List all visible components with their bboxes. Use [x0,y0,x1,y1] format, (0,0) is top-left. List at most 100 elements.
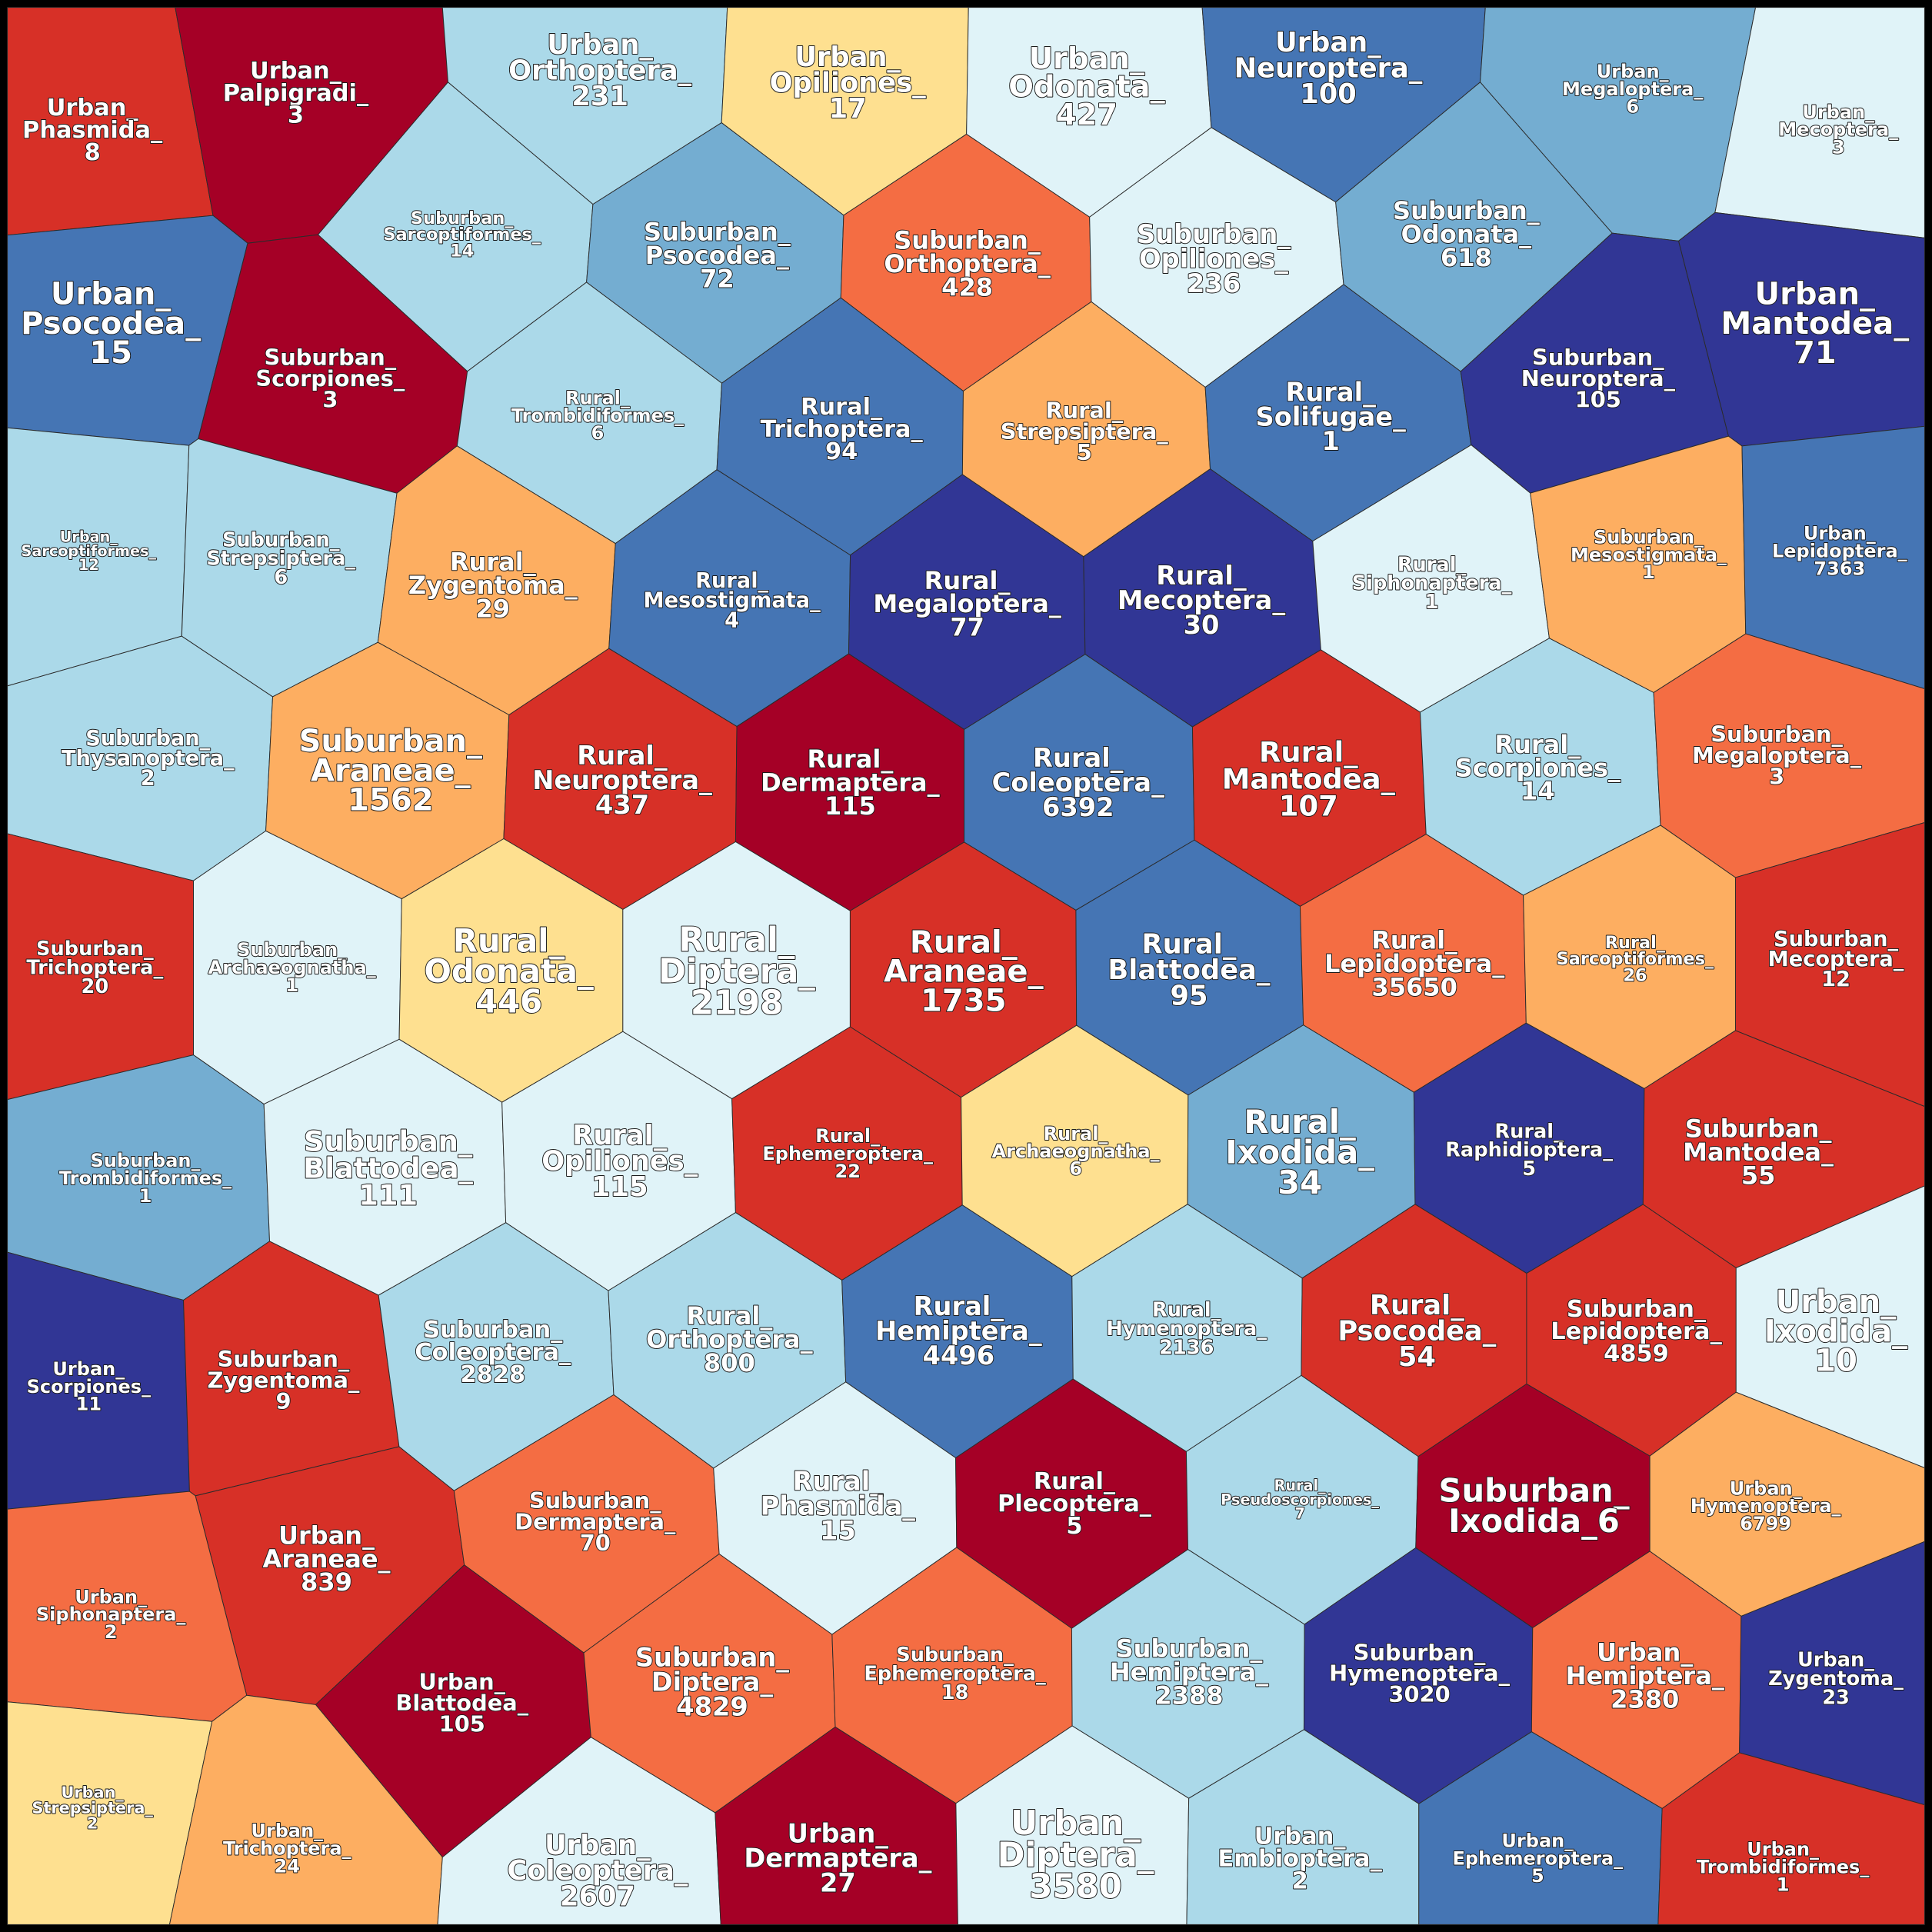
cell-label-line: Diptera_ [651,1667,774,1697]
cell-label-line: Rural_ [686,1301,773,1331]
cell-label-line: Rural_ [1285,377,1376,407]
cell-label: Rural_ Blattodea_ 95 [1108,929,1270,1012]
cell-label-line: Urban_ [545,1830,651,1861]
cell-label-line: Diptera_ [658,953,815,991]
cell-label-line: Suburban_ [264,345,396,371]
cell-label-line: Orthoptera_ [508,55,692,87]
cell-label-line: Odonata_ [1008,70,1165,105]
cell-label-line: 12 [1821,968,1850,991]
cell-label: Rural_ Lepidoptera_ 35650 [1324,926,1505,1002]
cell-label-line: Urban_ [1011,1804,1141,1843]
cell-label-line: Suburban_ [1439,1472,1630,1510]
cell-label-line: Hemiptera_ [1566,1661,1725,1690]
cell-label-line: 111 [358,1179,418,1212]
cell-label-line: Siphonaptera_ [1352,572,1512,595]
cell-label-line: Rural_ [1152,1299,1221,1322]
cell-label-line: Suburban_ [529,1487,661,1514]
cell-label-line: Suburban_ [91,1150,202,1171]
cell-label: Urban_ Coleoptera_ 2607 [507,1830,688,1913]
cell-label-line: 1 [1642,561,1655,583]
cell-label-line: 7363 [1814,558,1865,579]
cell-label-line: Dermaptera_ [744,1844,931,1874]
cell-label-line: Scorpiones_ [255,365,405,391]
cell-label-line: Trombidiformes_ [511,405,685,426]
cell-label-line: 618 [1441,243,1492,272]
cell-label-line: 115 [824,791,876,821]
cell-label-line: 12 [78,556,99,574]
cell-label-line: Rural_ [793,1467,884,1497]
cell-label-line: 2198 [691,984,783,1023]
cell-label-line: Urban_ [1597,1638,1694,1667]
cell-label: Suburban_ Zygentoma_ 9 [208,1346,360,1414]
cell-label: Suburban_ Scorpiones_ 3 [255,345,405,413]
cell-label-line: Palpigradi_ [223,80,369,107]
cell-label-line: Opiliones_ [770,68,927,99]
cell-label-line: Orthoptera_ [884,249,1051,278]
cell-label: Suburban_ Psocodea_ 72 [644,217,791,293]
cell-label: Suburban_ Blattodea_ 111 [303,1125,473,1212]
cell-label-line: Urban_ [61,1784,124,1802]
cell-label-line: 10 [1814,1343,1857,1378]
cell-label-line: Zygentoma_ [408,571,578,600]
cell-label-line: Hemiptera_ [875,1316,1042,1346]
cell-label-line: 1 [139,1185,152,1207]
cell-label: Urban_ Odonata_ 427 [1008,42,1165,132]
cell-label: Rural_ Raphidioptera_ 5 [1445,1120,1613,1181]
cell-label-line: 11 [76,1394,102,1415]
cell-label-line: Rural_ [1033,743,1124,773]
cell-label-line: Ixodida_ [1225,1133,1374,1171]
cell-label: Rural_ Dermaptera_ 115 [761,744,940,821]
cell-label: Urban_ Trichoptera_ 24 [223,1820,352,1877]
cell-label-line: Psocodea_ [645,241,790,270]
cell-label-line: Thysanoptera_ [62,747,235,771]
cell-label-line: Rural_ [1259,735,1358,768]
cell-label-line: 6 [1069,1158,1082,1180]
cell-label-line: Dermaptera_ [515,1509,676,1535]
cell-label-line: 3020 [1388,1681,1450,1707]
cell-label: Suburban_ Thysanoptera_ 2 [62,727,235,791]
cell-label-line: Trombidiformes_ [1697,1857,1870,1878]
cell-label: Urban_ Opiliones_ 17 [770,42,927,125]
cell-label-line: 6 [1626,96,1639,118]
cell-label-line: Hemiptera_ [1110,1657,1269,1687]
cell-label-line: Zygentoma_ [208,1367,360,1393]
cell-label-line: 428 [941,272,993,301]
cell-label-line: 9 [275,1388,291,1414]
cell-label-line: 2388 [1154,1681,1223,1710]
cell-label-line: Coleoptera_ [992,768,1164,798]
cell-label-line: Rural_ [1156,561,1247,591]
cell-label-line: Archaeognatha_ [208,957,377,978]
cell-label-line: 4859 [1604,1341,1669,1367]
cell-label: Urban_ Siphonaptera_ 2 [36,1586,187,1643]
cell-label-line: Urban_ [278,1521,375,1550]
cell-label-line: Sarcoptiformes_ [1557,949,1714,969]
cell-label: Urban_ Hymenoptera_ 6799 [1690,1477,1842,1534]
cell-label-line: 4829 [676,1692,748,1722]
cell-label-line: Araneae_ [262,1544,391,1574]
cell-label-line: Megaloptera_ [1692,742,1862,768]
cell-label-line: Urban_ [794,42,901,73]
cell-label: Rural_ Pseudoscorpiones_ 7 [1221,1477,1379,1523]
cell-label-line: Plecoptera_ [998,1491,1152,1517]
cell-label-line: Lepidoptera_ [1324,949,1505,978]
cell-label: Suburban_ Megaloptera_ 3 [1692,721,1862,790]
cell-label: Urban_ Hemiptera_ 2380 [1566,1638,1725,1714]
cell-label-line: Ixodida_6 [1448,1502,1620,1540]
cell-label-line: Urban_ [60,528,118,546]
cell-label: Suburban_ Opiliones_ 236 [1137,219,1291,298]
cell-label-line: Mecoptera_ [1118,585,1286,615]
cell-label-line: 1562 [348,782,433,818]
cell-label: Rural_ Trombidiformes_ 6 [511,387,685,444]
cell-label-line: 6799 [1740,1513,1791,1534]
cell-label: Rural_ Araneae_ 1735 [884,924,1044,1018]
cell-label-line: Urban_ [51,277,172,312]
cell-label-line: Suburban_ [218,1346,350,1372]
cell-label: Urban_ Zygentoma_ 23 [1768,1649,1904,1710]
cell-label-line: Rural_ [1045,397,1123,423]
cell-label-line: 4 [724,609,739,633]
cell-label-line: Solifugae_ [1256,401,1407,431]
cell-label-line: Rural_ [1370,1290,1464,1321]
cell-label-line: 54 [1398,1341,1436,1373]
cell-label: Rural_ Mesostigmata_ 4 [644,569,821,633]
cell-label-line: Suburban_ [36,938,154,961]
